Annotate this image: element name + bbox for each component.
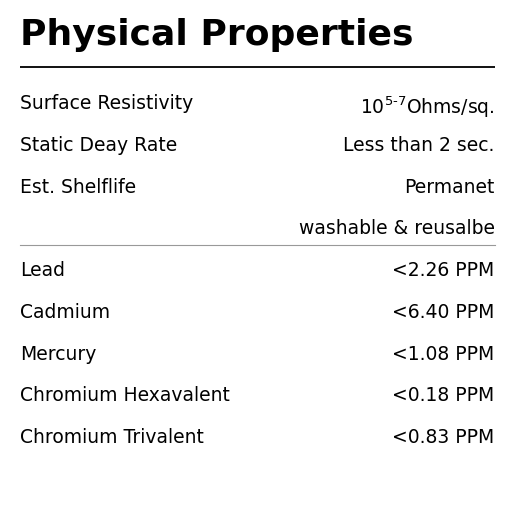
Text: <0.83 PPM: <0.83 PPM <box>392 428 494 447</box>
Text: Cadmium: Cadmium <box>20 303 110 322</box>
Text: washable & reusalbe: washable & reusalbe <box>298 219 494 238</box>
Text: Chromium Trivalent: Chromium Trivalent <box>20 428 204 447</box>
Text: Surface Resistivity: Surface Resistivity <box>20 94 193 113</box>
Text: Permanet: Permanet <box>404 178 494 196</box>
Text: Lead: Lead <box>20 261 65 280</box>
Text: Static Deay Rate: Static Deay Rate <box>20 136 177 155</box>
Text: <2.26 PPM: <2.26 PPM <box>392 261 494 280</box>
Text: Est. Shelflife: Est. Shelflife <box>20 178 136 196</box>
Text: Less than 2 sec.: Less than 2 sec. <box>343 136 494 155</box>
Text: <6.40 PPM: <6.40 PPM <box>391 303 494 322</box>
Text: $10^{5\text{-}7}$Ohms/sq.: $10^{5\text{-}7}$Ohms/sq. <box>359 94 494 120</box>
Text: <0.18 PPM: <0.18 PPM <box>392 386 494 405</box>
Text: Chromium Hexavalent: Chromium Hexavalent <box>20 386 230 405</box>
Text: Physical Properties: Physical Properties <box>20 18 413 52</box>
Text: Mercury: Mercury <box>20 345 97 363</box>
Text: <1.08 PPM: <1.08 PPM <box>392 345 494 363</box>
